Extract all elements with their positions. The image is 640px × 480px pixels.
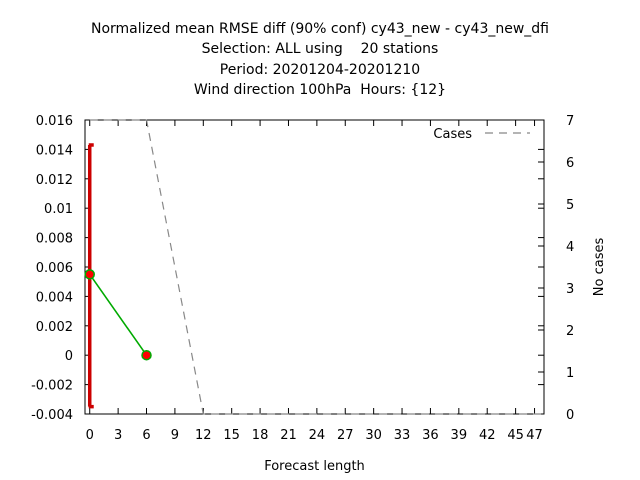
y2-axis-label: No cases [592,238,607,297]
x-tick-label: 42 [479,428,496,443]
x-tick-label: 33 [394,428,411,443]
main-series [84,269,152,361]
y2-tick-label: 6 [566,156,574,171]
x-axis-label: Forecast length [264,459,365,474]
legend-label-cases: Cases [433,127,472,142]
cases-series [89,119,544,415]
y2-tick-label: 4 [566,240,574,255]
y-tick-label: 0 [65,349,73,364]
y-tick-label: 0.004 [36,290,73,305]
x-tick-label: 15 [223,428,240,443]
x-tick-label: 45 [507,428,524,443]
y-tick-label: -0.002 [31,379,73,394]
x-tick-label: 24 [309,428,326,443]
data-point [141,349,152,361]
y-tick-label: 0.002 [36,320,73,335]
x-tick-label: 0 [86,428,94,443]
x-tick-label: 47 [526,428,543,443]
y-tick-label: 0.006 [36,261,73,276]
x-tick-label: 6 [142,428,150,443]
x-tick-label: 3 [114,428,122,443]
axis-ticks: 0.016 0.014 0.012 0.01 0.008 0.006 0.004 0.002 0… [31,114,574,443]
chart-title-line-4: Wind direction 100hPa Hours: {12} [193,82,447,98]
x-tick-label: 36 [422,428,439,443]
y2-tick-label: 3 [566,282,574,297]
x-tick-label: 39 [451,428,468,443]
y-tick-label: 0.014 [36,143,73,158]
y2-tick-label: 1 [566,366,574,381]
y-tick-label: 0.008 [36,232,73,247]
y2-tick-label: 2 [566,324,574,339]
plot-frame [84,119,545,415]
x-tick-label: 9 [171,428,179,443]
legend: Cases [433,127,530,142]
x-tick-label: 27 [337,428,354,443]
y-tick-label: 0.01 [44,202,73,217]
x-tick-label: 21 [280,428,297,443]
y2-tick-label: 7 [566,114,574,129]
x-tick-label: 30 [365,428,382,443]
y2-tick-label: 0 [566,408,574,423]
chart-title-line-1: Normalized mean RMSE diff (90% conf) cy4… [91,21,549,37]
y-tick-label: -0.004 [31,408,73,423]
main-series-line [89,273,148,356]
x-tick-label: 18 [252,428,269,443]
y2-tick-label: 5 [566,198,574,213]
y-tick-label: 0.016 [36,114,73,129]
chart-title-line-2: Selection: ALL using 20 stations [201,41,439,57]
x-tick-label: 12 [195,428,212,443]
y-tick-label: 0.012 [36,173,73,188]
chart-title-line-3: Period: 20201204-20201210 [219,62,421,78]
cases-line [89,119,544,415]
data-point [84,269,95,280]
